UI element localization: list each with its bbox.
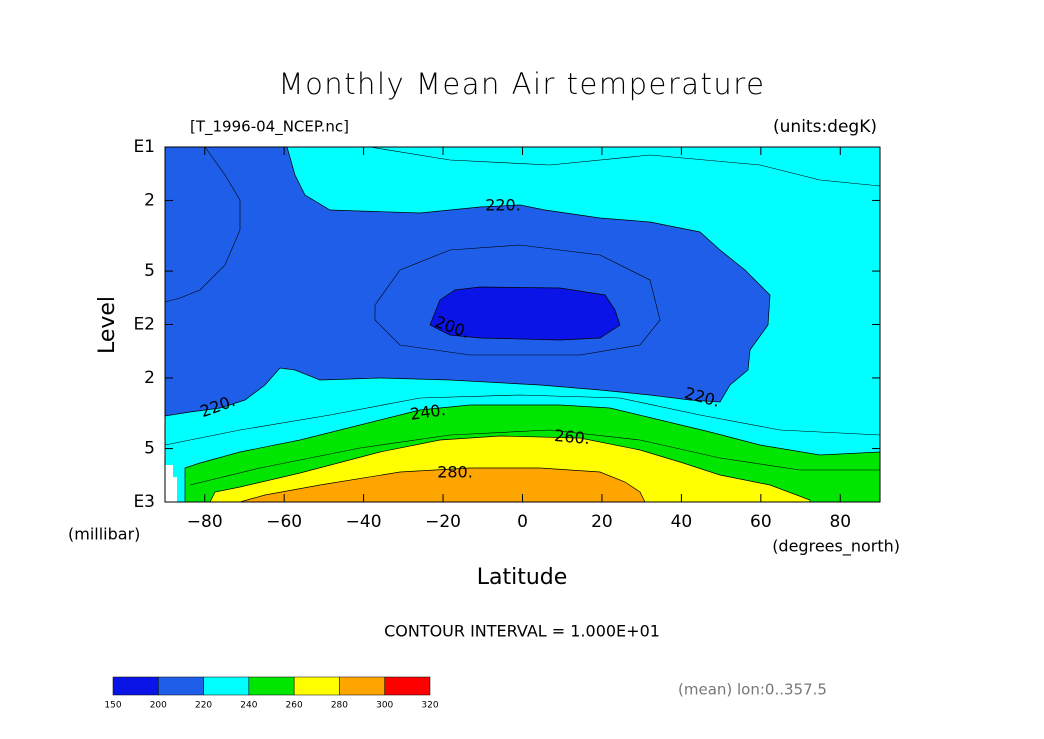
colorbar-box: [293, 676, 340, 696]
x-tick-label: −80: [187, 512, 223, 532]
contour-label: 280.: [437, 463, 473, 482]
contour-band: [429, 286, 621, 341]
colorbar-box: [112, 676, 159, 696]
y-axis-label: Level: [95, 296, 120, 354]
y-tick-label: E2: [133, 315, 155, 335]
contour-interval: CONTOUR INTERVAL = 1.000E+01: [384, 622, 660, 641]
x-tick-label: −60: [266, 512, 302, 532]
y-tick-label: E3: [133, 492, 155, 512]
source-label: [T_1996-04_NCEP.nc]: [190, 118, 349, 137]
colorbar-label: 280: [331, 701, 348, 711]
colorbar-label: 260: [286, 701, 303, 711]
x-tick-label: 60: [750, 512, 772, 532]
x-tick-label: 0: [517, 512, 528, 532]
colorbar-label: 320: [421, 701, 438, 711]
x-units: (degrees_north): [772, 537, 900, 557]
y-tick-label: 2: [144, 368, 155, 388]
colorbar-label: 150: [104, 701, 121, 711]
y-tick-label: 2: [144, 190, 155, 210]
colorbar-label: 200: [150, 701, 167, 711]
colorbar-label: 220: [195, 701, 212, 711]
x-tick-label: 20: [591, 512, 613, 532]
units-label: (units:degK): [773, 117, 877, 137]
x-tick-label: −20: [425, 512, 461, 532]
y-units: (millibar): [68, 525, 140, 544]
chart-title: Monthly Mean Air temperature: [279, 67, 766, 101]
colorbar-box: [203, 676, 250, 696]
contour-label: 260.: [554, 426, 591, 448]
contour-line: [374, 244, 661, 356]
contour-label: 220.: [485, 196, 521, 215]
colorbar-label: 240: [240, 701, 257, 711]
x-axis-label: Latitude: [477, 565, 568, 590]
missing-data: [165, 477, 177, 502]
colorbar-label: 300: [376, 701, 393, 711]
y-tick-label: 5: [144, 261, 155, 281]
colorbar-box: [384, 676, 431, 696]
contour-line: [164, 394, 881, 446]
y-tick-label: E1: [133, 137, 155, 157]
colorbar-box: [248, 676, 295, 696]
x-tick-label: 80: [829, 512, 851, 532]
contour-band: [239, 467, 646, 503]
contour-line: [369, 146, 881, 187]
missing-data: [165, 465, 173, 477]
colorbar-box: [339, 676, 385, 696]
x-tick-label: 40: [671, 512, 693, 532]
y-tick-label: 5: [144, 439, 155, 459]
footer: (mean) lon:0..357.5: [678, 681, 827, 699]
x-tick-label: −40: [346, 512, 382, 532]
contour-label: 240.: [409, 400, 447, 424]
colorbar-box: [158, 676, 204, 696]
contour-line: [189, 429, 880, 486]
contour-line: [164, 146, 241, 303]
